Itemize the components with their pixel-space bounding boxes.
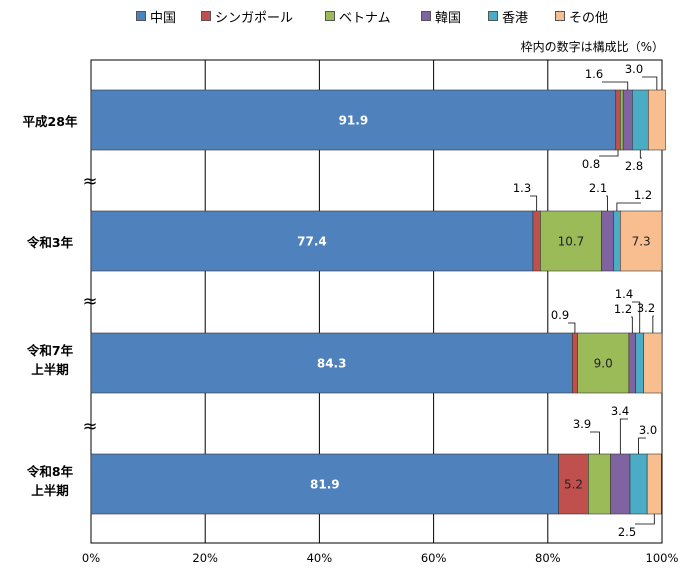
chart-note: 枠内の数字は構成比（%） xyxy=(520,40,664,54)
bar-2-series-2 xyxy=(532,210,541,272)
category-label-3-line-2: 上半期 xyxy=(31,362,69,377)
data-label-bar-2-series-4: 2.1 xyxy=(589,181,607,195)
data-label-bar-1-series-5: 2.8 xyxy=(625,159,643,173)
data-label-bar-1-series-4: 1.6 xyxy=(585,67,603,81)
bar-3-series-2 xyxy=(572,332,578,394)
bar-3-series-5 xyxy=(635,332,645,394)
legend-swatch-korea xyxy=(421,11,431,21)
bar-1-series-1 xyxy=(90,89,617,151)
leader-line-bar-2-series-2 xyxy=(530,195,538,211)
data-label-bar-2-series-6: 7.3 xyxy=(632,235,651,249)
data-label-bar-3-series-4: 1.2 xyxy=(614,302,632,316)
data-label-bar-1-series-6: 3.0 xyxy=(625,62,643,76)
bar-3-series-4 xyxy=(628,332,637,394)
legend-item-vietnam: ベトナム xyxy=(325,6,391,26)
legend-item-other: その他 xyxy=(555,6,608,26)
legend-swatch-singapore xyxy=(201,11,211,21)
leader-line-bar-1-series-5 xyxy=(639,150,642,159)
legend-label-other: その他 xyxy=(569,10,609,26)
bar-3-series-3 xyxy=(577,332,630,394)
bar-2-series-4 xyxy=(601,210,614,272)
bar-1-series-5 xyxy=(632,89,649,151)
bar-4-series-5 xyxy=(629,453,648,515)
legend-swatch-hongkong xyxy=(488,11,498,21)
bar-4-series-3 xyxy=(588,453,611,515)
leader-line-bar-2-series-5 xyxy=(616,202,641,211)
bar-1-series-2 xyxy=(615,89,621,151)
axis-break-mark-2: ≈ xyxy=(82,291,97,312)
axis-break-mark-3: ≈ xyxy=(82,416,97,437)
data-label-bar-4-series-2: 5.2 xyxy=(564,478,583,492)
legend-label-singapore: シンガポール xyxy=(215,10,294,26)
legend-swatch-vietnam xyxy=(325,11,335,21)
bar-3-series-1 xyxy=(90,332,573,394)
leader-line-bar-3-series-4 xyxy=(631,316,633,333)
category-label-1: 平成28年 xyxy=(23,114,78,129)
data-label-bar-2-series-5: 1.2 xyxy=(634,188,652,202)
leader-line-bar-3-series-6 xyxy=(652,315,654,333)
legend-item-china: 中国 xyxy=(136,6,176,26)
legend-item-korea: 韓国 xyxy=(421,6,461,26)
leader-line-bar-1-series-4 xyxy=(602,81,629,90)
category-label-3-line-1: 令和7年 xyxy=(26,343,74,358)
x-tick-label-60: 60% xyxy=(421,551,447,565)
bar-1-series-3 xyxy=(620,89,624,151)
leader-line-bar-3-series-5 xyxy=(632,301,641,333)
data-label-bar-3-series-2: 0.9 xyxy=(551,308,569,322)
category-label-4-line-2: 上半期 xyxy=(31,483,69,498)
leader-line-bar-4-series-6 xyxy=(635,514,655,525)
category-label-4-line-1: 令和8年 xyxy=(26,464,74,479)
legend-swatch-china xyxy=(136,11,146,21)
x-tick-label-0: 0% xyxy=(82,551,100,565)
x-tick-label-100: 100% xyxy=(646,551,679,565)
bar-4-series-4 xyxy=(610,453,631,515)
data-label-bar-1-series-2: 0.8 xyxy=(582,157,600,171)
x-tick-label-40: 40% xyxy=(307,551,333,565)
bar-4-series-6 xyxy=(646,453,662,515)
chart-legend: 中国 シンガポール ベトナム 韓国 香港 その他 xyxy=(0,6,700,26)
data-label-bar-2-series-1: 77.4 xyxy=(297,235,327,249)
legend-label-vietnam: ベトナム xyxy=(339,10,391,26)
data-label-bar-3-series-1: 84.3 xyxy=(317,357,347,371)
bar-2-series-3 xyxy=(540,210,602,272)
data-label-bar-3-series-6: 3.2 xyxy=(637,301,655,315)
bar-3-series-6 xyxy=(643,332,663,394)
legend-item-hongkong: 香港 xyxy=(488,6,528,26)
leader-line-bar-1-series-2 xyxy=(599,150,619,157)
data-label-bar-4-series-5: 3.0 xyxy=(639,423,657,437)
data-label-bar-4-series-6: 2.5 xyxy=(618,525,636,539)
legend-label-korea: 韓国 xyxy=(435,10,462,26)
data-label-bar-4-series-1: 81.9 xyxy=(310,478,340,492)
x-tick-label-20: 20% xyxy=(192,551,218,565)
bar-4-series-2 xyxy=(558,453,589,515)
bar-2-series-6 xyxy=(620,210,663,272)
category-label-2: 令和3年 xyxy=(26,235,74,250)
legend-label-hongkong: 香港 xyxy=(502,10,529,26)
bar-1-series-4 xyxy=(622,89,633,151)
leader-line-bar-4-series-5 xyxy=(638,437,646,454)
bar-4-series-1 xyxy=(90,453,559,515)
bar-2-series-5 xyxy=(613,210,621,272)
leader-line-bar-4-series-3 xyxy=(590,431,600,454)
bar-1-series-6 xyxy=(647,89,666,151)
data-label-bar-4-series-3: 3.9 xyxy=(573,417,591,431)
data-label-bar-4-series-4: 3.4 xyxy=(611,404,629,418)
x-tick-label-80: 80% xyxy=(535,551,561,565)
legend-label-china: 中国 xyxy=(150,10,177,26)
data-label-bar-3-series-3: 9.0 xyxy=(594,357,613,371)
data-label-bar-3-series-5: 1.4 xyxy=(615,287,633,301)
leader-line-bar-4-series-4 xyxy=(619,418,628,454)
leader-line-bar-3-series-2 xyxy=(568,322,576,333)
axis-break-mark-1: ≈ xyxy=(82,171,97,192)
leader-line-bar-2-series-4 xyxy=(606,195,608,211)
legend-item-singapore: シンガポール xyxy=(201,6,293,26)
legend-swatch-other xyxy=(555,11,565,21)
data-label-bar-1-series-1: 91.9 xyxy=(339,114,369,128)
leader-line-bar-1-series-6 xyxy=(642,76,658,90)
data-label-bar-2-series-2: 1.3 xyxy=(513,181,531,195)
data-label-bar-2-series-3: 10.7 xyxy=(558,235,585,249)
